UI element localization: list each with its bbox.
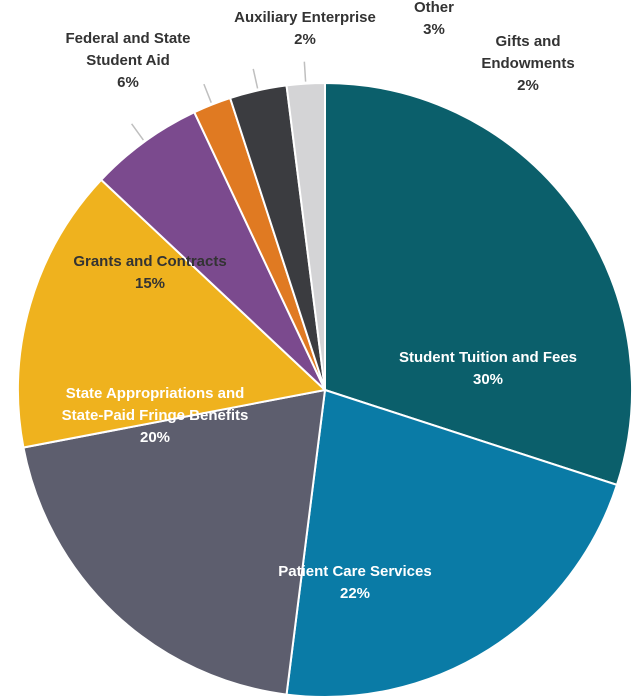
- slice-value-label-6: 3%: [423, 21, 445, 38]
- pie-slice-7: [285, 81, 326, 391]
- slice-value-label-4: 6%: [117, 74, 139, 91]
- slice-name-label-3: Grants and Contracts: [73, 253, 226, 270]
- pie-slice-0: [324, 81, 633, 487]
- slice-name-label-4: Federal and State: [65, 30, 190, 47]
- slice-value-label-5: 2%: [294, 31, 316, 48]
- slice-value-label-2: 20%: [140, 429, 170, 446]
- slice-value-label-3: 15%: [135, 275, 165, 292]
- slice-name-label-2: State-Paid Fringe Benefits: [62, 407, 249, 424]
- pie-slice-3: [17, 178, 328, 449]
- leader-lines: [131, 61, 307, 141]
- leader-line-7: [303, 61, 307, 82]
- pie-slice-1: [285, 388, 619, 698]
- slice-labels: Student Tuition and Fees 30% Patient Care …: [62, 0, 577, 602]
- slice-name-label-5: Auxiliary Enterprise: [234, 9, 376, 26]
- slice-name-label-2: State Appropriations and: [66, 385, 245, 402]
- slice-name-label-0: Student Tuition and Fees: [399, 349, 577, 366]
- leader-line-5: [203, 83, 212, 103]
- leader-line-4: [131, 123, 144, 141]
- slice-name-label-6: Other: [414, 0, 454, 16]
- slice-value-label-7: 2%: [517, 77, 539, 94]
- slice-value-label-1: 22%: [340, 585, 370, 602]
- pie-slice-2: [22, 388, 327, 696]
- slice-name-label-4: Student Aid: [86, 52, 170, 69]
- slice-value-label-0: 30%: [473, 371, 503, 388]
- leader-line-6: [252, 68, 259, 89]
- slice-name-label-7: Gifts and: [495, 33, 560, 50]
- slice-name-label-1: Patient Care Services: [278, 563, 431, 580]
- slice-name-label-7: Endowments: [481, 55, 574, 72]
- pie-slices: [17, 81, 633, 698]
